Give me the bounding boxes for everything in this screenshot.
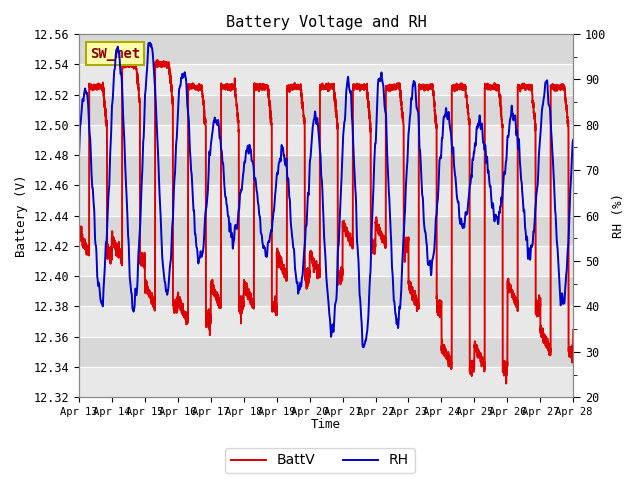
- Text: SW_met: SW_met: [90, 47, 140, 60]
- RH: [570, 137, 577, 143]
- BattV: [410, 296, 417, 302]
- Legend: BattV, RH: BattV, RH: [225, 448, 415, 473]
- BattV: [436, 306, 444, 312]
- BattV: [164, 60, 172, 66]
- RH: [75, 153, 83, 158]
- Y-axis label: Battery (V): Battery (V): [15, 174, 28, 257]
- BattV: [569, 343, 577, 349]
- Line: BattV: BattV: [79, 60, 573, 384]
- BattV: [570, 327, 577, 333]
- Bar: [79, 276, 573, 306]
- BattV: [307, 255, 315, 261]
- Bar: [79, 216, 573, 246]
- Title: Battery Voltage and RH: Battery Voltage and RH: [226, 15, 426, 30]
- Bar: [79, 64, 573, 95]
- RH: [360, 344, 367, 350]
- Bar: [79, 155, 573, 185]
- Bar: [79, 337, 573, 367]
- Bar: [79, 367, 573, 397]
- RH: [307, 144, 315, 149]
- BattV: [75, 228, 83, 234]
- Bar: [79, 95, 573, 125]
- Bar: [79, 34, 573, 64]
- BattV: [502, 381, 510, 386]
- Bar: [79, 246, 573, 276]
- RH: [146, 40, 154, 46]
- BattV: [154, 57, 161, 63]
- RH: [164, 288, 172, 294]
- RH: [465, 196, 472, 202]
- Bar: [79, 306, 573, 337]
- RH: [436, 154, 444, 160]
- Bar: [79, 185, 573, 216]
- RH: [410, 82, 417, 88]
- Y-axis label: RH (%): RH (%): [612, 193, 625, 238]
- RH: [569, 138, 577, 144]
- Bar: [79, 125, 573, 155]
- Line: RH: RH: [79, 43, 573, 347]
- X-axis label: Time: Time: [311, 419, 341, 432]
- BattV: [465, 117, 472, 122]
